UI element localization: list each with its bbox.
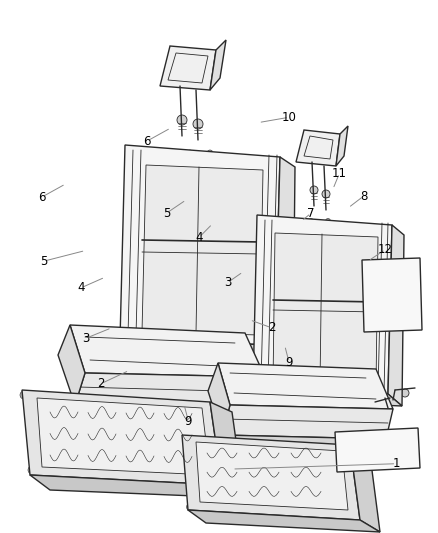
Text: 9: 9: [285, 356, 293, 369]
Polygon shape: [222, 405, 393, 439]
Circle shape: [325, 219, 331, 223]
Polygon shape: [75, 405, 270, 425]
Polygon shape: [22, 390, 222, 485]
Circle shape: [187, 504, 194, 511]
Polygon shape: [335, 428, 420, 472]
Circle shape: [180, 435, 187, 442]
Polygon shape: [160, 46, 216, 90]
Circle shape: [28, 466, 36, 474]
Circle shape: [351, 373, 369, 391]
Polygon shape: [350, 445, 380, 532]
Text: 10: 10: [282, 111, 297, 124]
Text: 3: 3: [224, 276, 231, 289]
Circle shape: [353, 513, 360, 521]
Circle shape: [147, 150, 153, 156]
Text: 3: 3: [82, 332, 89, 345]
Circle shape: [356, 378, 364, 386]
Polygon shape: [296, 130, 340, 166]
Text: 6: 6: [38, 191, 46, 204]
Text: 4: 4: [77, 281, 85, 294]
Polygon shape: [208, 363, 230, 435]
Text: 9: 9: [184, 415, 192, 427]
Circle shape: [20, 391, 28, 399]
Polygon shape: [210, 402, 244, 498]
Polygon shape: [336, 126, 348, 166]
Circle shape: [401, 389, 409, 397]
Text: 7: 7: [307, 207, 315, 220]
Circle shape: [167, 150, 173, 156]
Polygon shape: [253, 215, 392, 394]
Polygon shape: [222, 435, 396, 453]
Polygon shape: [37, 398, 210, 475]
Polygon shape: [275, 157, 295, 358]
Circle shape: [386, 310, 406, 330]
Circle shape: [373, 375, 387, 389]
Polygon shape: [210, 40, 226, 90]
Circle shape: [193, 119, 203, 129]
Text: 5: 5: [163, 207, 170, 220]
Polygon shape: [30, 475, 244, 498]
Polygon shape: [120, 145, 280, 345]
Polygon shape: [58, 325, 85, 405]
Polygon shape: [273, 233, 378, 387]
Polygon shape: [218, 363, 393, 409]
Circle shape: [293, 219, 297, 223]
Polygon shape: [70, 325, 265, 377]
Text: 2: 2: [268, 321, 276, 334]
Text: 2: 2: [97, 377, 105, 390]
Text: 6: 6: [143, 135, 151, 148]
Circle shape: [213, 476, 221, 484]
Text: 12: 12: [378, 243, 393, 256]
Polygon shape: [253, 390, 402, 406]
Circle shape: [177, 115, 187, 125]
Polygon shape: [388, 225, 404, 406]
Polygon shape: [75, 373, 265, 410]
Circle shape: [203, 396, 211, 404]
Polygon shape: [182, 435, 360, 520]
Text: 8: 8: [360, 190, 367, 203]
Circle shape: [310, 186, 318, 194]
Circle shape: [308, 219, 314, 223]
Polygon shape: [142, 165, 263, 335]
Text: 5: 5: [40, 255, 47, 268]
Polygon shape: [362, 258, 422, 332]
Polygon shape: [120, 340, 293, 358]
Polygon shape: [188, 510, 380, 532]
Circle shape: [322, 190, 330, 198]
Circle shape: [276, 219, 280, 223]
Text: 1: 1: [392, 457, 400, 470]
Polygon shape: [196, 442, 348, 510]
Circle shape: [187, 150, 193, 156]
Circle shape: [207, 150, 213, 156]
Text: 11: 11: [332, 167, 347, 180]
Text: 4: 4: [195, 231, 203, 244]
Circle shape: [343, 440, 350, 447]
